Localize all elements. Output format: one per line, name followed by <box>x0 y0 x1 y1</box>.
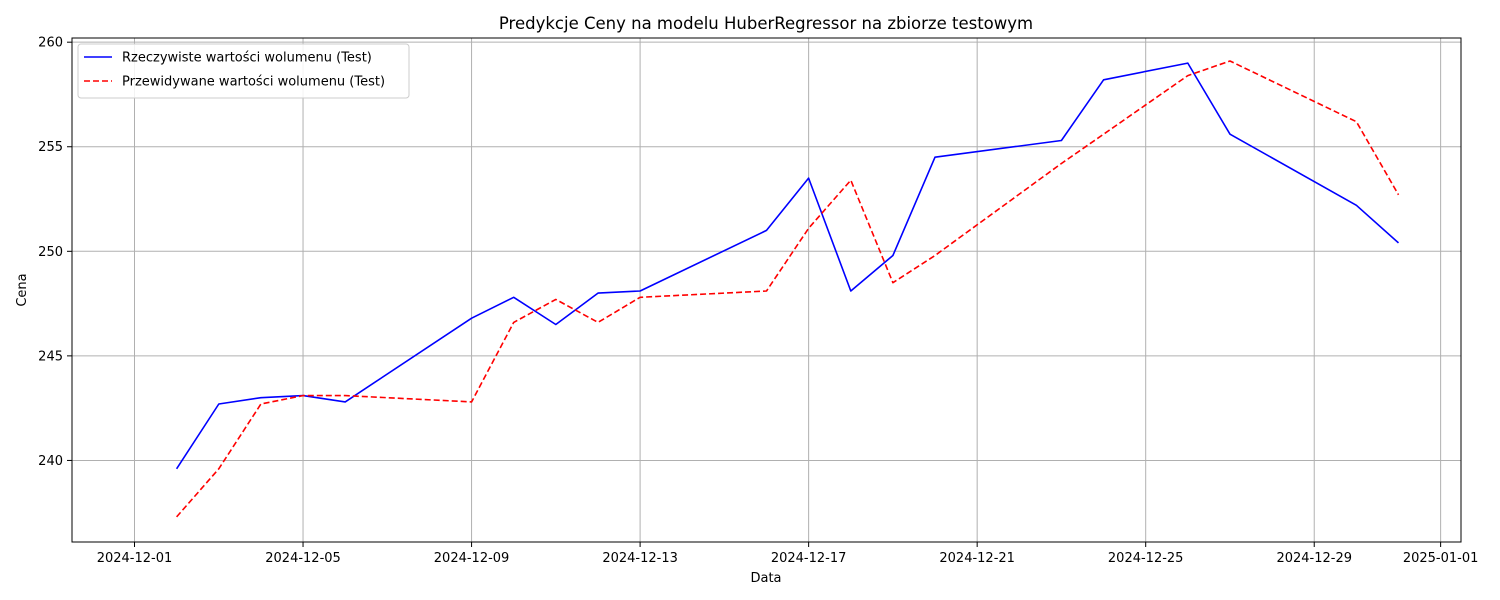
legend-box <box>77 43 410 99</box>
legend-label-1: Rzeczywiste wartości wolumenu (Test) <box>122 51 372 66</box>
chart-title: Predykcje Ceny na modelu HuberRegressor … <box>499 14 1033 33</box>
y-tick-label: 250 <box>38 245 63 260</box>
y-tick-label: 260 <box>38 36 63 51</box>
x-tick-label: 2024-12-29 <box>1276 551 1352 566</box>
y-tick-label: 255 <box>38 140 63 155</box>
grid-layer <box>72 38 1461 542</box>
y-tick-label: 240 <box>38 454 63 469</box>
x-tick-label: 2024-12-13 <box>602 551 678 566</box>
x-tick-label: 2025-01-01 <box>1403 551 1479 566</box>
series-layer <box>175 60 1400 518</box>
y-axis-title: Cena <box>15 273 30 306</box>
plot-frame <box>71 37 1462 543</box>
x-tick-label: 2024-12-09 <box>434 551 510 566</box>
legend-label-2: Przewidywane wartości wolumenu (Test) <box>122 75 385 90</box>
y-tick-label: 245 <box>38 349 63 364</box>
series-line-2 <box>175 60 1400 518</box>
x-axis-title: Data <box>750 571 781 586</box>
series-line-1 <box>175 62 1400 470</box>
x-tick-label: 2024-12-01 <box>97 551 173 566</box>
x-tick-label: 2024-12-21 <box>939 551 1015 566</box>
tick-layer: 2024-12-01 2024-12-05 2024-12-09 2024-12-13… <box>38 36 1478 566</box>
x-tick-label: 2024-12-05 <box>265 551 341 566</box>
x-tick-label: 2024-12-17 <box>771 551 847 566</box>
legend: Rzeczywiste wartości wolumenu (Test) Prze… <box>77 43 410 99</box>
x-tick-label: 2024-12-25 <box>1108 551 1184 566</box>
